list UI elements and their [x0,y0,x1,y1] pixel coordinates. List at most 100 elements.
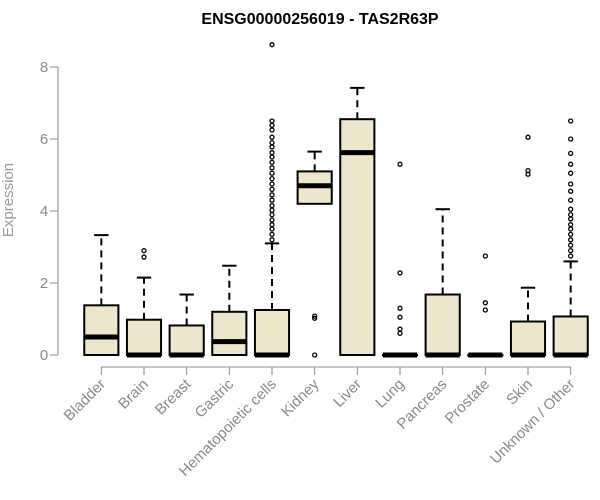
outlier-point [568,247,574,254]
outlier-point [269,211,275,218]
box-gastric [211,264,248,356]
y-axis: 0 2 4 6 8 [40,59,59,364]
outlier-point [269,181,275,187]
outlier-point [269,144,275,150]
box-skin [509,134,547,358]
outlier-point [525,134,531,140]
outlier-point [568,242,574,248]
box-body [125,318,163,356]
box-liver [339,86,376,356]
outlier-point [269,192,275,198]
box-lung [381,161,419,358]
outlier-point [269,197,275,203]
outlier-point [312,313,318,319]
outlier-point [269,122,275,128]
outlier-point [269,202,275,209]
outlier-point [568,237,574,243]
outlier-point [525,168,531,174]
x-tick-label: Liver [330,376,365,411]
outlier-point [397,305,403,311]
outlier-point [141,254,147,260]
outlier-point [269,226,275,232]
outlier-point [269,139,275,146]
outlier-point [568,206,574,212]
y-tick-label: 2 [40,275,48,292]
box-body [253,309,291,356]
outlier-point [312,352,318,358]
outlier-point [568,136,574,142]
outlier-point [269,175,275,182]
x-tick-label: Brain [115,376,152,413]
outlier-point [482,300,488,306]
box-prostate [467,253,504,358]
box-body [339,118,376,356]
outlier-point [269,154,275,160]
outlier-point [269,150,275,156]
y-axis-label: Expression [0,163,17,237]
outlier-point [568,118,574,124]
outlier-point [269,186,275,193]
outlier-point [269,222,275,228]
box-kidney [296,150,333,358]
outlier-point [397,314,403,320]
boxes-group [83,42,589,358]
outlier-point [568,231,574,238]
box-body [552,315,589,357]
outlier-point [568,253,574,259]
outlier-point [568,222,574,228]
x-tick-label: Bladder [61,376,110,425]
box-breast [168,293,205,358]
box-bladder [83,234,120,357]
outlier-point [568,150,574,157]
outlier-point [397,330,403,337]
outlier-point [269,42,275,48]
outlier-point [568,161,574,167]
x-tick-label: Lung [372,376,408,412]
x-tick-label: Prostate [442,376,494,428]
outlier-point [269,207,275,213]
x-tick-label: Skin [503,376,536,409]
outlier-point [269,127,275,133]
box-unknown-other [552,118,589,358]
outlier-point [269,217,275,223]
outlier-point [269,165,275,171]
box-hematopoietic-cells [253,42,291,358]
outlier-point [482,307,488,313]
outlier-point [568,181,574,187]
outlier-point [269,170,275,176]
box-body [83,304,120,357]
outlier-point [269,159,275,166]
box-body [168,324,205,357]
box-body [211,310,248,356]
outlier-point [269,134,275,140]
chart-title: ENSG00000256019 - TAS2R63P [201,11,439,28]
x-tick-label: Breast [152,375,195,418]
outlier-point [141,247,147,254]
box-body [424,293,461,356]
outlier-point [568,216,574,222]
outlier-point [568,211,574,218]
y-tick-label: 6 [40,131,48,148]
outlier-point [397,270,403,276]
outlier-point [568,188,574,194]
box-body [509,320,547,356]
outlier-point [568,197,574,203]
outlier-point [269,231,275,238]
outlier-point [312,315,318,321]
outlier-point [568,226,574,232]
box-brain [125,247,163,358]
y-tick-label: 8 [40,59,48,76]
box-pancreas [424,208,461,358]
y-tick-label: 4 [40,203,48,220]
outlier-point [482,253,488,259]
outlier-point [397,161,403,167]
outlier-point [568,170,574,176]
y-tick-label: 0 [40,347,48,364]
outlier-point [397,326,403,332]
x-tick-label: Kidney [278,375,323,420]
outlier-point [269,118,275,124]
outlier-point [269,237,275,243]
